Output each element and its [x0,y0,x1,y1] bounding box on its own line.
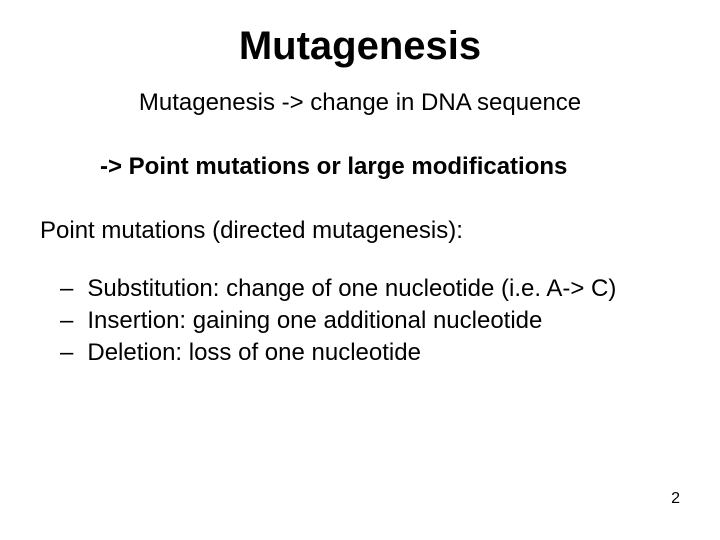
section-heading: Point mutations (directed mutagenesis): [40,217,680,245]
subtitle: Mutagenesis -> change in DNA sequence [40,89,680,117]
page-number: 2 [671,490,680,508]
list-item: – Substitution: change of one nucleotide… [60,275,680,303]
point-mutations-line: -> Point mutations or large modification… [40,153,680,181]
bullet-text: Insertion: gaining one additional nucleo… [87,307,542,335]
bullet-dash: – [60,307,87,335]
bullet-text: Deletion: loss of one nucleotide [87,339,421,367]
bullet-dash: – [60,275,87,303]
slide: Mutagenesis Mutagenesis -> change in DNA… [0,0,720,540]
bullet-list: – Substitution: change of one nucleotide… [40,275,680,367]
list-item: – Deletion: loss of one nucleotide [60,339,680,367]
bullet-dash: – [60,339,87,367]
bullet-text: Substitution: change of one nucleotide (… [87,275,616,303]
list-item: – Insertion: gaining one additional nucl… [60,307,680,335]
slide-title: Mutagenesis [40,24,680,69]
